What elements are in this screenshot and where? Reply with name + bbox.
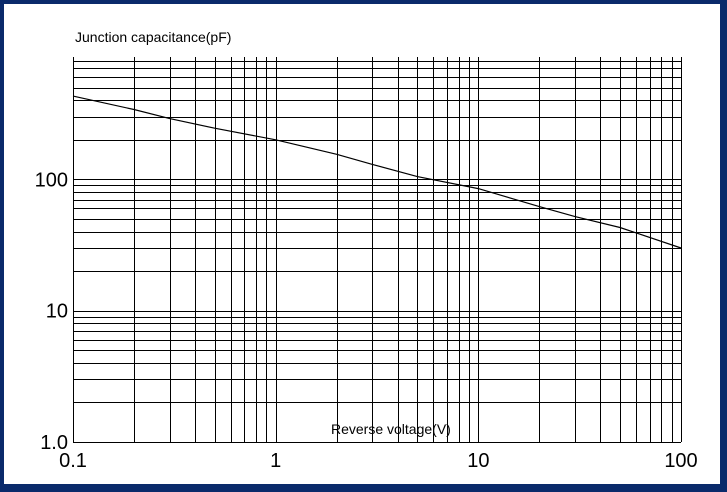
x-tick-label: 0.1 [59,450,87,472]
x-tick-label: 10 [467,450,489,472]
x-tick-label: 100 [664,450,697,472]
y-tick-label: 10 [46,301,68,323]
capacitance-curve [72,95,682,249]
grid [73,48,682,443]
x-tick-label: 1 [270,450,281,472]
x-axis-label: Reverse voltage(V) [331,421,451,437]
series-layer [72,95,682,249]
y-tick-label: 1.0 [40,432,68,454]
ylabel-bg [6,34,720,57]
y-tick-label: 100 [35,169,68,191]
y-axis-label: Junction capacitance(pF) [75,29,231,45]
